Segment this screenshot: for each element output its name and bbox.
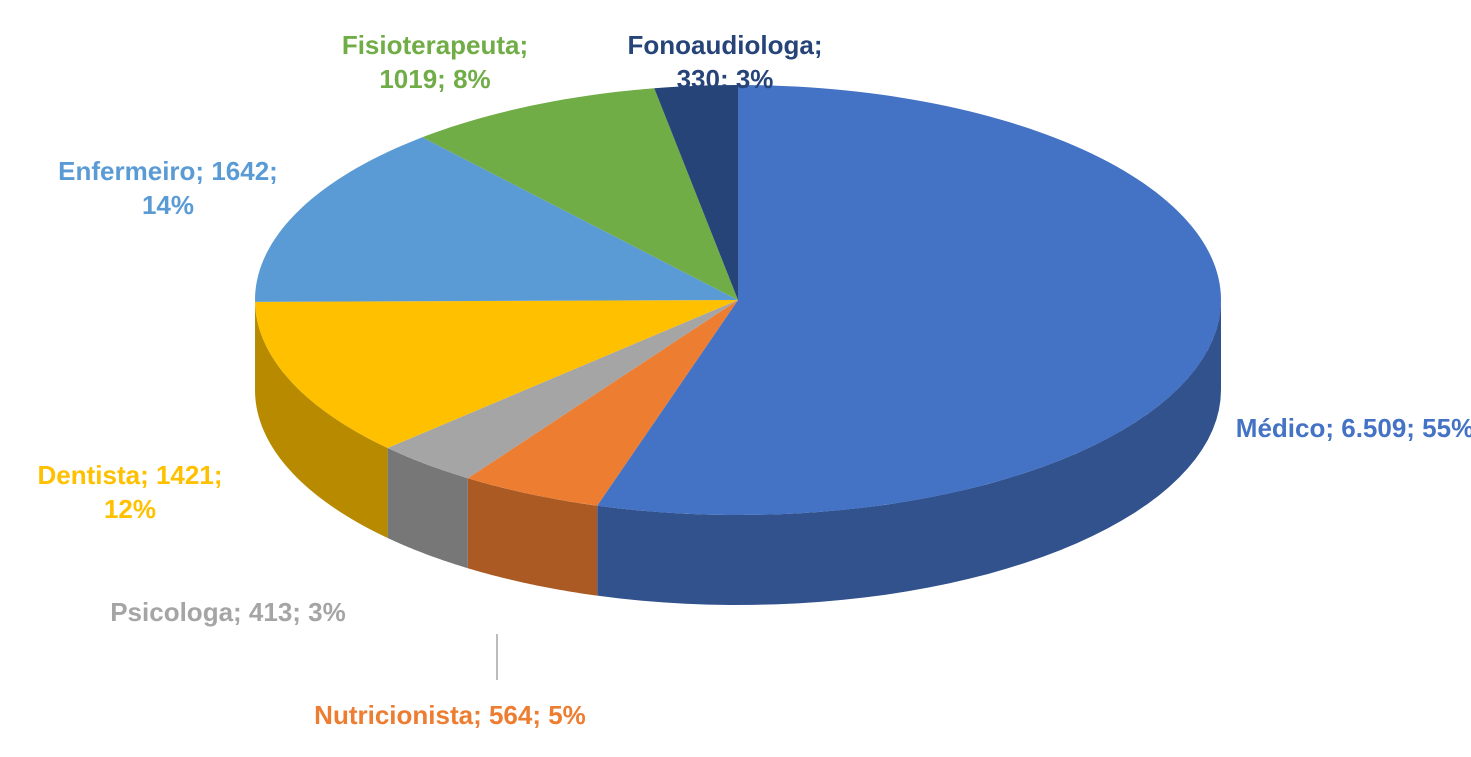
slice [255, 137, 738, 302]
slice [597, 85, 1221, 515]
data-label: Fisioterapeuta; 1019; 8% [341, 30, 529, 94]
data-label: Nutricionista; 564; 5% [314, 700, 586, 730]
data-label: Médico; 6.509; 55% [1235, 413, 1471, 443]
data-label: Dentista; 1421; 12% [37, 460, 223, 524]
slice-side [387, 447, 468, 569]
slice-side [467, 478, 598, 596]
slice [422, 88, 738, 300]
slice [654, 85, 738, 300]
slice-side [597, 300, 1221, 605]
data-label: Fonoaudiologa; 330; 3% [627, 30, 823, 94]
data-label: Psicologa; 413; 3% [110, 597, 346, 627]
slice [467, 300, 738, 506]
slice [255, 300, 738, 448]
data-label: Enfermeiro; 1642; 14% [58, 156, 278, 220]
slice [387, 300, 738, 479]
slice-side [255, 301, 388, 538]
